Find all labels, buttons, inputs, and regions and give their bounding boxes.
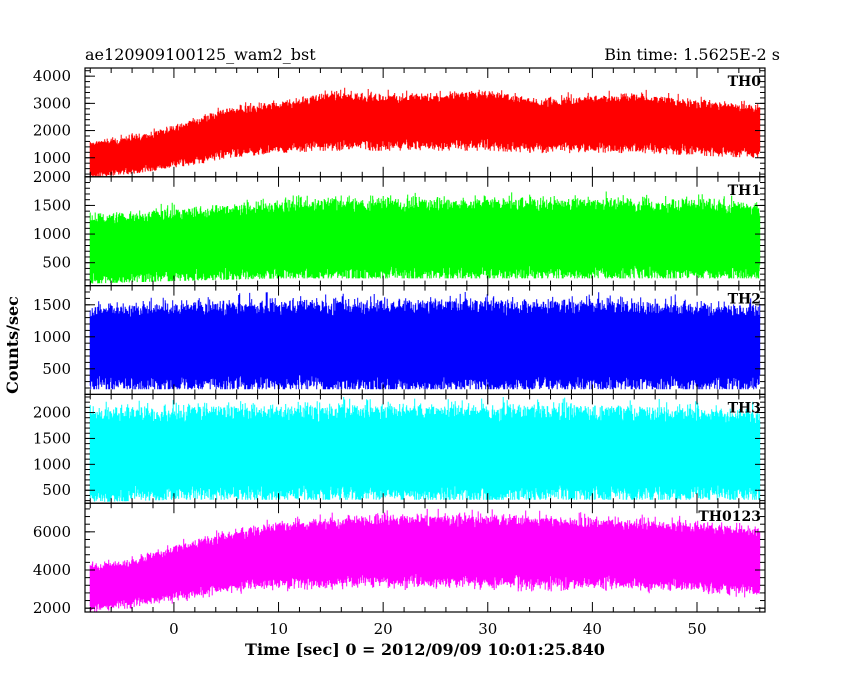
y-tick-label: 1000 xyxy=(33,149,71,167)
y-tick-label: 500 xyxy=(42,360,71,378)
x-tick-label: 40 xyxy=(583,620,602,638)
chart-title-right: Bin time: 1.5625E-2 s xyxy=(604,45,780,64)
panel-th2: TH2 500 1000 1500 xyxy=(33,285,766,396)
panel-label-th0: TH0 xyxy=(728,74,762,90)
panel-th0123: TH0123 2000 4000 6000 xyxy=(33,502,766,617)
y-tick-label: 2000 xyxy=(33,168,71,186)
x-tick-label: 10 xyxy=(269,620,288,638)
y-axis-title: Counts/sec xyxy=(3,296,22,394)
panel-label-th0123: TH0123 xyxy=(698,509,761,525)
series-line-th1 xyxy=(89,191,761,284)
panel-th1: TH1 500 1000 1500 xyxy=(33,176,766,287)
y-tick-label: 1000 xyxy=(33,455,71,473)
x-tick-label: 20 xyxy=(374,620,393,638)
y-tick-label: 1500 xyxy=(33,296,71,314)
series-line-th0 xyxy=(89,87,761,177)
y-tick-label: 2000 xyxy=(33,599,71,617)
x-tick-label: 50 xyxy=(687,620,706,638)
y-tick-label: 500 xyxy=(42,481,71,499)
y-tick-label: 4000 xyxy=(33,561,71,579)
y-tick-label: 1500 xyxy=(33,196,71,214)
y-tick-label: 4000 xyxy=(33,67,71,85)
series-line-th2 xyxy=(89,292,761,390)
y-tick-label: 1000 xyxy=(33,328,71,346)
chart-title-left: ae120909100125_wam2_bst xyxy=(85,45,316,64)
x-axis-title: Time [sec] 0 = 2012/09/09 10:01:25.840 xyxy=(245,640,605,659)
panel-label-th2: TH2 xyxy=(728,292,761,308)
series-line-th0123 xyxy=(89,508,761,612)
y-tick-label: 1500 xyxy=(33,429,71,447)
panel-th3: TH3 500 1000 1500 2000 xyxy=(33,393,766,504)
panel-label-th3: TH3 xyxy=(728,400,761,416)
x-tick-label: 30 xyxy=(478,620,497,638)
y-tick-label: 2000 xyxy=(33,122,71,140)
y-tick-label: 3000 xyxy=(33,94,71,112)
y-tick-label: 1000 xyxy=(33,225,71,243)
y-tick-label: 6000 xyxy=(33,523,71,541)
x-tick-label: 0 xyxy=(169,620,179,638)
panels-group: TH010002000300040002000TH150010001500TH2… xyxy=(33,67,766,638)
series-line-th3 xyxy=(89,397,761,502)
y-tick-label: 2000 xyxy=(33,404,71,422)
panel-label-th1: TH1 xyxy=(728,183,761,199)
y-tick-label: 500 xyxy=(42,254,71,272)
